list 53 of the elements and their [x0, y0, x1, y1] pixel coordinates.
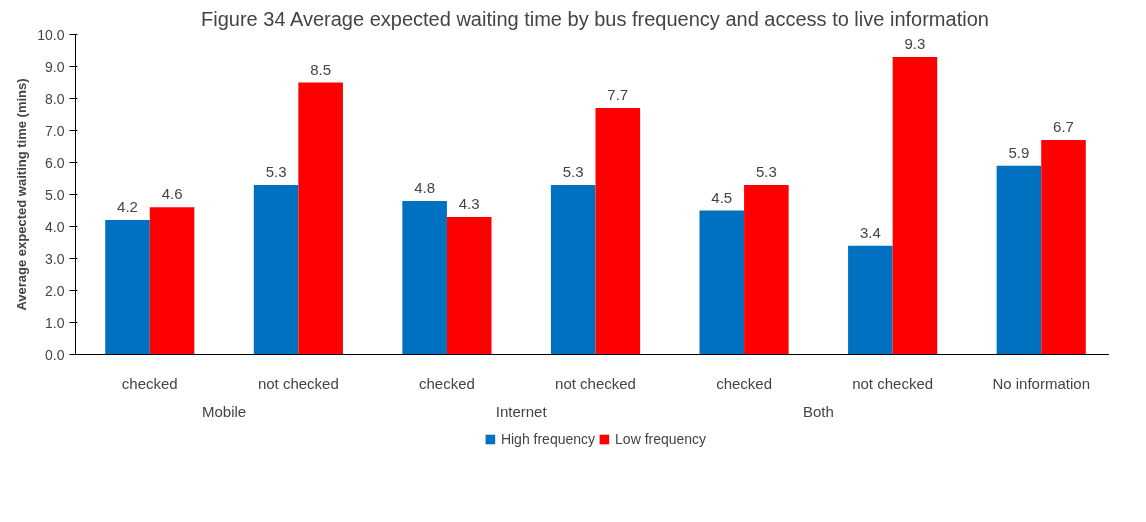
bar [402, 200, 447, 355]
y-tick-label: 7.0 [45, 122, 65, 139]
x-tick-label: checked [121, 374, 178, 392]
bar [1041, 140, 1086, 355]
data-label: 4.5 [711, 188, 733, 206]
chart-title: Figure 34 Average expected waiting time by bus frequency and access to live information [201, 7, 989, 30]
y-tick-label: 6.0 [45, 154, 65, 171]
text: Internet [495, 402, 548, 420]
data-label: 7.7 [607, 86, 629, 104]
y-tick-label: 5.0 [45, 186, 65, 203]
text: Both [802, 402, 834, 420]
x-tick-label: checked [716, 374, 773, 392]
data-label: 5.3 [265, 162, 287, 180]
data-label: 4.8 [414, 178, 436, 196]
bar [744, 184, 789, 355]
data-label: 5.9 [1008, 143, 1030, 161]
data-label: 5.3 [755, 162, 777, 180]
bar [298, 82, 343, 355]
data-label: 3.4 [859, 223, 881, 241]
bar [149, 207, 195, 355]
x-tick-label: No information [992, 374, 1090, 392]
y-tick-label: 10.0 [37, 26, 65, 43]
bar [699, 210, 745, 355]
bar [446, 216, 492, 355]
data-label: 4.2 [117, 198, 138, 216]
x-tick-label: not checked [555, 374, 636, 392]
bar [848, 245, 893, 355]
data-label: 8.5 [310, 60, 332, 78]
x-tick-label: not checked [257, 374, 339, 392]
data-label: 5.3 [562, 162, 584, 180]
x-tick-label: checked [418, 374, 475, 392]
y-tick-label: 0.0 [45, 346, 65, 363]
bar [105, 220, 150, 355]
y-axis-title: Average expected waiting time (mins) [14, 78, 30, 311]
bar [996, 165, 1042, 355]
y-tick-label: 3.0 [45, 250, 65, 267]
bar [253, 184, 299, 355]
data-label: 6.7 [1053, 118, 1074, 136]
data-label: 9.3 [904, 34, 926, 52]
data-label: 4.6 [161, 185, 183, 203]
bar [892, 56, 938, 355]
legend-label: High frequency [500, 431, 596, 447]
y-tick-label: 9.0 [45, 58, 65, 75]
x-tick-label: not checked [852, 374, 934, 392]
y-tick-label: 1.0 [45, 314, 65, 331]
y-tick-label: 8.0 [45, 90, 65, 107]
legend-label: Low frequency [615, 431, 707, 447]
bar [550, 184, 596, 355]
text: Mobile [201, 402, 247, 420]
bar [595, 108, 641, 355]
y-tick-label: 4.0 [45, 218, 65, 235]
data-label: 4.3 [458, 194, 480, 212]
y-tick-label: 2.0 [45, 282, 65, 299]
